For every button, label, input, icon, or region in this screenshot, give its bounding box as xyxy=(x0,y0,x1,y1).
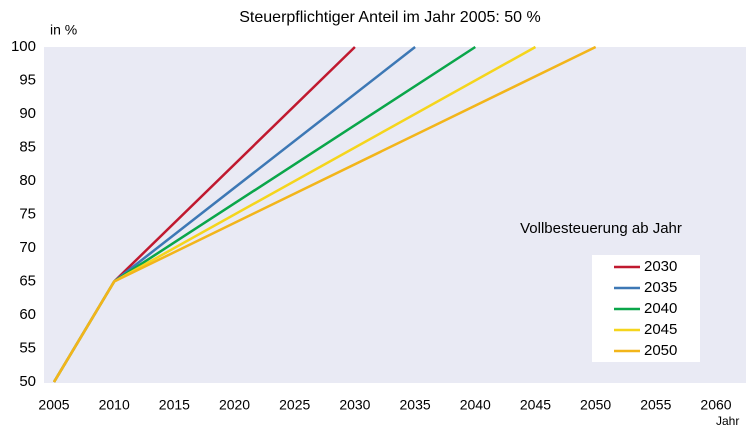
legend-label: 2045 xyxy=(644,321,677,338)
y-tick-label: 90 xyxy=(19,105,36,122)
y-tick-label: 85 xyxy=(19,138,36,155)
y-tick-label: 100 xyxy=(11,38,36,55)
legend-box xyxy=(592,255,700,362)
chart-title: Steuerpflichtiger Anteil im Jahr 2005: 5… xyxy=(239,9,541,26)
y-tick-label: 75 xyxy=(19,205,36,222)
x-tick-label: 2010 xyxy=(99,397,130,413)
legend-label: 2035 xyxy=(644,279,677,296)
x-tick-label: 2055 xyxy=(640,397,671,413)
y-tick-label: 70 xyxy=(19,239,36,256)
y-tick-label: 55 xyxy=(19,339,36,356)
x-tick-label: 2015 xyxy=(159,397,190,413)
x-tick-label: 2020 xyxy=(219,397,250,413)
legend-label: 2030 xyxy=(644,258,677,275)
x-tick-label: 2040 xyxy=(460,397,491,413)
x-axis-label: Jahr xyxy=(716,414,739,428)
legend-label: 2050 xyxy=(644,342,677,359)
x-tick-label: 2035 xyxy=(400,397,431,413)
data-line xyxy=(52,45,597,383)
x-tick-label: 2050 xyxy=(580,397,611,413)
legend-title: Vollbesteuerung ab Jahr xyxy=(520,220,682,237)
y-tick-label: 80 xyxy=(19,172,36,189)
y-axis-label: in % xyxy=(50,22,77,38)
x-tick-label: 2060 xyxy=(700,397,731,413)
y-tick-label: 65 xyxy=(19,272,36,289)
y-tick-label: 60 xyxy=(19,306,36,323)
y-tick-label: 50 xyxy=(19,373,36,390)
x-tick-label: 2045 xyxy=(520,397,551,413)
x-tick-label: 2030 xyxy=(339,397,370,413)
y-tick-label: 95 xyxy=(19,71,36,88)
legend-label: 2040 xyxy=(644,300,677,317)
x-tick-label: 2005 xyxy=(38,397,69,413)
x-tick-label: 2025 xyxy=(279,397,310,413)
